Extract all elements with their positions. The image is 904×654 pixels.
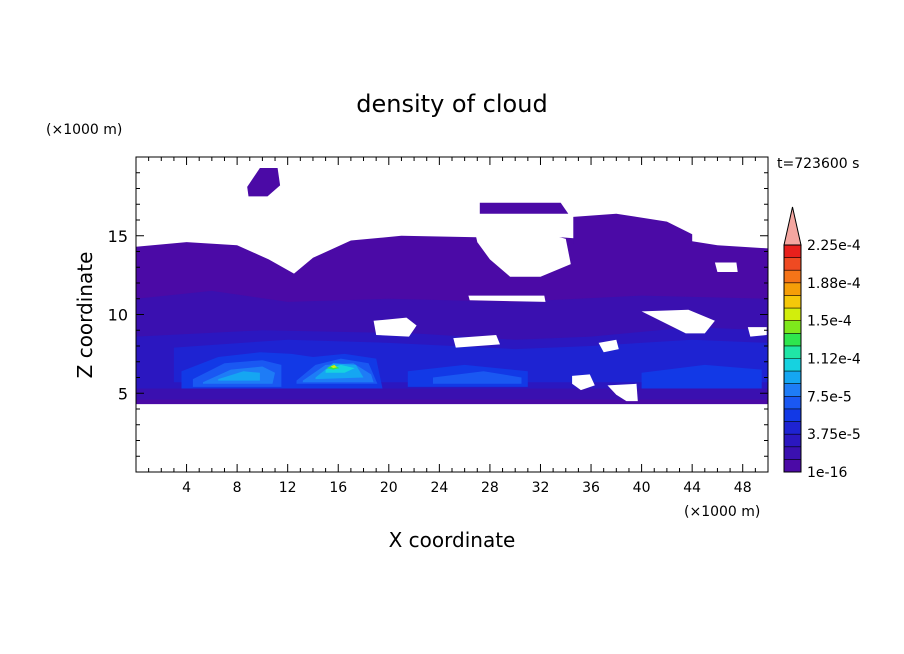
colorbar-swatch-14 (784, 282, 801, 296)
x-tick-label-28: 28 (481, 480, 499, 496)
colorbar-label-1: 3.75e-5 (807, 427, 861, 443)
density-region-19 (325, 364, 355, 373)
density-region-11 (641, 364, 762, 389)
clear-air-gap-5 (468, 295, 546, 302)
colorbar-label-4: 1.5e-4 (807, 314, 852, 330)
y-tick-label-5: 5 (118, 384, 128, 403)
colorbar-swatch-2 (784, 434, 801, 448)
clear-air-gap-2 (714, 262, 738, 272)
x-tick-label-44: 44 (683, 480, 701, 496)
colorbar-label-2: 7.5e-5 (807, 389, 852, 405)
density-region-14 (433, 371, 522, 384)
clear-air-gap-10 (598, 339, 619, 353)
colorbar-swatch-5 (784, 396, 801, 410)
colorbar-label-3: 1.12e-4 (807, 352, 861, 368)
colorbar-swatch-12 (784, 308, 801, 322)
clear-air-gap-8 (572, 374, 595, 391)
x-tick-label-4: 4 (182, 480, 191, 496)
x-tick-label-12: 12 (279, 480, 297, 496)
colorbar-swatch-1 (784, 446, 801, 460)
colorbar-label-0: 1e-16 (807, 465, 847, 481)
clear-air-gap-1 (474, 231, 571, 277)
y-axis-label: Z coordinate (73, 252, 97, 379)
clear-air-gap-4 (373, 317, 417, 337)
colorbar-swatch-11 (784, 320, 801, 334)
clear-air-gap-7 (747, 327, 767, 337)
x-tick-label-48: 48 (734, 480, 752, 496)
density-region-17 (218, 371, 260, 381)
clear-air-gap-6 (641, 309, 715, 334)
colorbar-swatch-16 (784, 257, 801, 271)
y-axis: 5 10 15 (108, 172, 768, 457)
x-tick-label-8: 8 (233, 480, 242, 496)
colorbar-extend-triangle (783, 206, 802, 246)
cloud-density-field (136, 168, 768, 472)
colorbar-swatch-7 (784, 371, 801, 385)
density-region-1 (479, 202, 569, 214)
y-unit-label: (×1000 m) (46, 122, 122, 138)
x-tick-label-32: 32 (532, 480, 550, 496)
colorbar-swatch-9 (784, 345, 801, 359)
time-label: t=723600 s (777, 156, 859, 172)
density-region-4 (136, 290, 768, 326)
colorbar: 2.25e-4 1.88e-4 1.5e-4 1.12e-4 7.5e-5 3.75e-5… (783, 206, 861, 481)
x-tick-label-20: 20 (380, 480, 398, 496)
density-region-2 (247, 168, 281, 197)
clear-air-gap-3 (453, 335, 500, 348)
colorbar-swatch-4 (784, 408, 801, 422)
colorbar-swatch-13 (784, 295, 801, 309)
x-tick-label-24: 24 (430, 480, 448, 496)
y-tick-label-10: 10 (108, 306, 128, 325)
x-tick-label-16: 16 (329, 480, 347, 496)
colorbar-label-6: 2.25e-4 (807, 238, 861, 254)
density-region-3 (573, 213, 693, 244)
y-tick-label-15: 15 (108, 227, 128, 246)
colorbar-swatch-10 (784, 333, 801, 347)
colorbar-swatch-3 (784, 421, 801, 435)
clear-air-gap-9 (607, 383, 638, 402)
x-unit-label: (×1000 m) (684, 504, 760, 520)
colorbar-swatch-17 (784, 245, 801, 259)
x-axis-label: X coordinate (389, 528, 516, 552)
colorbar-label-5: 1.88e-4 (807, 276, 861, 292)
colorbar-swatch-8 (784, 358, 801, 372)
x-axis: 4 8 12 16 20 24 28 32 36 40 44 48 (148, 157, 756, 496)
clear-air-gap-0 (136, 404, 768, 472)
x-tick-label-40: 40 (633, 480, 651, 496)
colorbar-swatch-0 (784, 459, 801, 473)
colorbar-swatch-15 (784, 270, 801, 284)
density-region-21 (330, 364, 337, 369)
colorbar-swatch-6 (784, 383, 801, 397)
x-tick-label-36: 36 (582, 480, 600, 496)
chart-title: density of cloud (356, 90, 547, 118)
